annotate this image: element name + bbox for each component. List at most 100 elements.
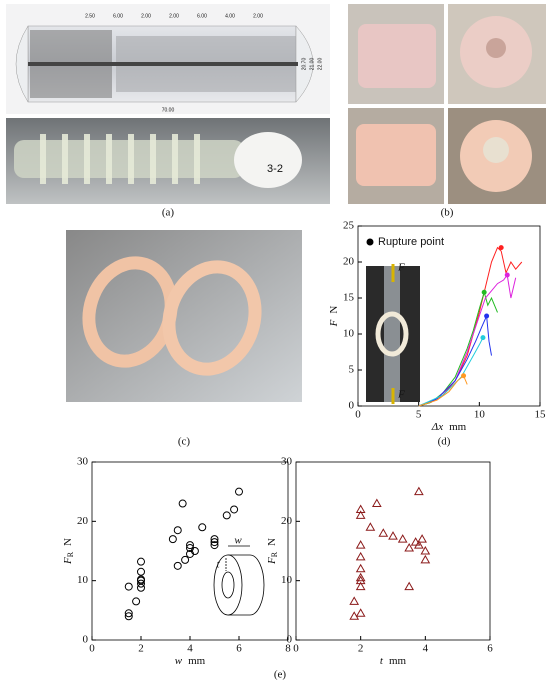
y-label: F (266, 557, 278, 565)
photo-a (6, 118, 330, 204)
x-tick-label: 0 (293, 643, 299, 655)
y-tick-label: 20 (77, 515, 89, 527)
inset-label: t (216, 559, 220, 571)
x-tick-label: 15 (535, 409, 547, 421)
x-axis-label: t mm (380, 655, 407, 667)
dimension: 70.00 (162, 107, 175, 113)
point (210, 535, 219, 544)
panel-label: (a) (162, 207, 175, 219)
point (410, 537, 421, 546)
point (124, 612, 133, 621)
point (420, 545, 431, 555)
y-tick-label: 30 (281, 456, 293, 468)
point (198, 523, 207, 532)
point (355, 551, 366, 561)
y-tick-label: 20 (343, 256, 355, 268)
point (137, 579, 145, 588)
x-label: t (380, 655, 384, 667)
point (222, 511, 231, 520)
y-tick-label: 0 (83, 634, 89, 646)
x-tick-label: 4 (187, 643, 193, 655)
point (168, 535, 177, 544)
dimension: 6.00 (197, 13, 207, 19)
y-tick-label: 10 (281, 574, 293, 586)
y-tick-label: 10 (343, 328, 355, 340)
point (178, 499, 187, 508)
point (371, 498, 382, 508)
dimension: 20.70 (301, 58, 307, 71)
rupture-point (481, 289, 487, 295)
cad-drawing (6, 4, 330, 114)
y-unit: N (328, 306, 340, 314)
x-tick-label: 6 (236, 643, 242, 655)
inset-label: F (397, 262, 405, 274)
x-tick-label: 4 (423, 643, 429, 655)
panel-label: (b) (441, 207, 454, 219)
y-sub: R (66, 551, 75, 557)
point (414, 540, 424, 549)
dimension: 4.00 (225, 13, 235, 19)
point (349, 611, 360, 620)
point (355, 510, 366, 519)
inset-label: F (397, 389, 405, 401)
x-label: w (175, 655, 183, 667)
point (137, 575, 145, 584)
panel-label: (c) (178, 436, 191, 448)
point (414, 486, 424, 496)
plot-frame (91, 461, 289, 641)
dimension: 21.00 (309, 58, 315, 71)
point (137, 567, 145, 576)
point (173, 526, 182, 535)
point (417, 534, 427, 543)
y-tick-label: 25 (343, 220, 355, 232)
y-axis-label: FRN (266, 538, 279, 565)
photo-c (66, 230, 302, 402)
point (355, 572, 366, 582)
y-tick-label: 0 (349, 400, 355, 412)
y-unit: N (62, 538, 74, 546)
rupture-point (504, 272, 510, 278)
dimension: 2.00 (141, 13, 151, 19)
curve (418, 337, 484, 407)
x-unit: mm (188, 655, 206, 667)
panel-label: (d) (438, 436, 451, 448)
curve (418, 290, 498, 407)
point (186, 541, 194, 550)
point (190, 547, 199, 555)
dimension: 2.00 (169, 13, 179, 19)
point (404, 581, 415, 591)
dimension: 2.50 (85, 13, 95, 19)
plot-frame (295, 461, 491, 641)
photo-b (348, 4, 546, 204)
x-tick-label: 5 (416, 409, 422, 421)
point (388, 531, 398, 540)
y-tick-label: 0 (287, 634, 293, 646)
panel-label: (e) (274, 669, 287, 681)
legend-label: Rupture point (378, 236, 444, 248)
x-axis-label: w mm (175, 655, 206, 667)
x-tick-label: 8 (285, 643, 291, 655)
point (137, 557, 145, 566)
y-tick-label: 10 (77, 574, 89, 586)
y-tick-label: 20 (281, 515, 293, 527)
x-tick-label: 10 (474, 409, 486, 421)
x-tick-label: 2 (138, 643, 144, 655)
point (420, 554, 431, 564)
point (355, 540, 366, 549)
dimension: 6.00 (113, 13, 123, 19)
y-tick-label: 30 (77, 456, 89, 468)
x-tick-label: 0 (355, 409, 361, 421)
point (404, 543, 415, 552)
y-axis-label: FN (328, 306, 340, 328)
rupture-point (484, 313, 490, 319)
legend-marker (366, 238, 374, 246)
curve (418, 273, 517, 407)
sample-tag: 3-2 (267, 163, 283, 175)
point (230, 505, 239, 514)
plot-frame (357, 225, 541, 407)
point (173, 561, 182, 570)
y-axis-label: FRN (62, 538, 75, 565)
y-tick-label: 5 (349, 364, 355, 376)
inset-ring (213, 545, 265, 616)
